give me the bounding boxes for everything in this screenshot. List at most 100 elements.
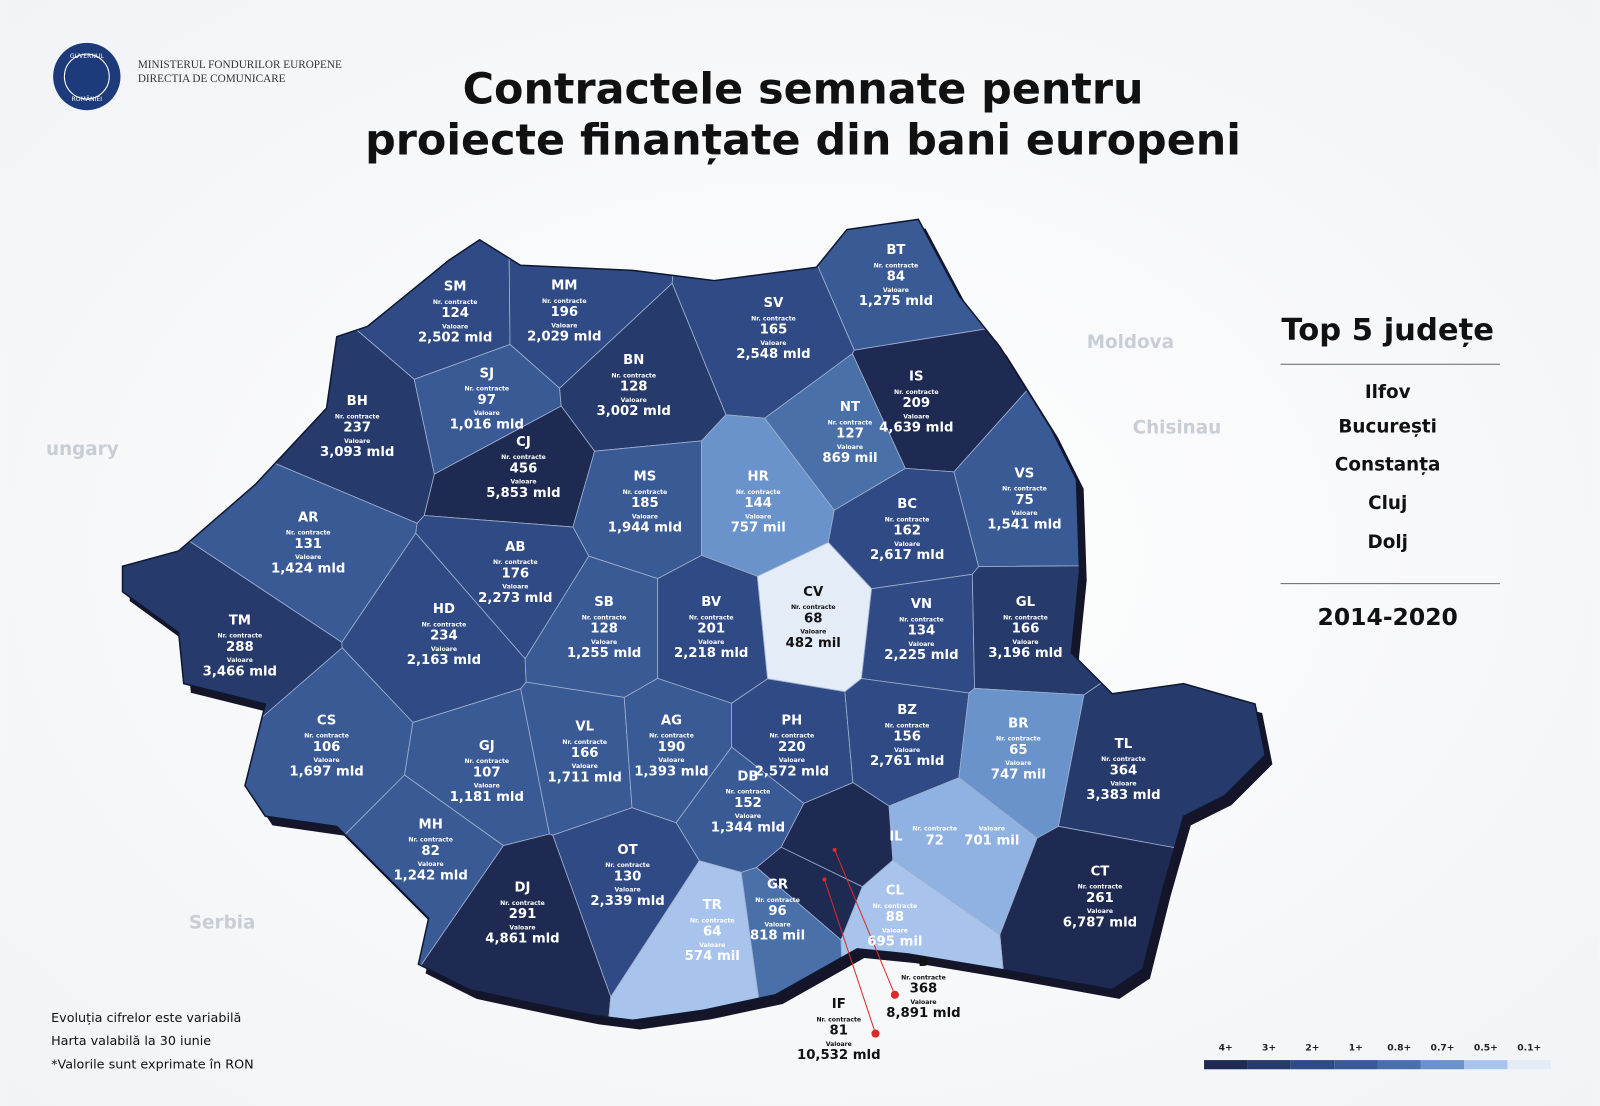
contracts: 128	[620, 380, 648, 395]
top5-item: Cluj	[1368, 493, 1407, 514]
contracts-label: Nr. contracte	[611, 372, 656, 379]
county-code: B	[918, 955, 928, 970]
county-code: BR	[1008, 716, 1028, 731]
contracts-label: Nr. contracte	[791, 604, 836, 611]
contracts: 81	[830, 1023, 848, 1038]
legend-label: 1+	[1349, 1042, 1363, 1053]
top5-item: Ilfov	[1365, 382, 1411, 403]
contracts: 364	[1110, 763, 1138, 778]
county-code: BH	[347, 394, 368, 409]
value-label: Valoare	[760, 340, 786, 347]
contracts: 107	[473, 765, 501, 780]
value-label: Valoare	[431, 646, 457, 653]
contracts-label: Nr. contracte	[901, 974, 946, 981]
legend-label: 0.1+	[1517, 1042, 1541, 1053]
county-code: OT	[617, 843, 637, 858]
title: proiecte finanțate din bani europeni	[365, 115, 1241, 165]
ministry: DIRECTIA DE COMUNICARE	[138, 73, 286, 85]
contracts: 368	[910, 982, 938, 997]
value-label: Valoare	[1110, 781, 1136, 788]
value: 2,218 mld	[674, 646, 748, 661]
value: 1,711 mld	[548, 770, 622, 785]
value-label: Valoare	[344, 438, 370, 445]
top5-item: București	[1338, 417, 1437, 438]
county-code: BC	[897, 497, 917, 512]
value: 4,639 mld	[879, 421, 953, 436]
county-code: VN	[911, 597, 932, 612]
contracts-label: Nr. contracte	[894, 389, 939, 396]
value-label: Valoare	[295, 554, 321, 561]
county-code: HR	[748, 469, 769, 484]
county-code: SB	[594, 595, 614, 610]
value: 1,344 mld	[711, 820, 785, 835]
pointer-line	[834, 849, 896, 995]
value: 3,196 mld	[988, 646, 1062, 661]
value-label: Valoare	[779, 757, 805, 764]
contracts: 65	[1009, 743, 1027, 758]
contracts: 134	[908, 624, 936, 639]
legend-label: 0.7+	[1431, 1042, 1455, 1053]
value: 757 mil	[731, 520, 786, 535]
top5-title: Top 5 județe	[1281, 313, 1494, 348]
contracts-label: Nr. contracte	[408, 837, 453, 844]
value: 5,853 mld	[486, 486, 560, 501]
contracts: 165	[760, 323, 788, 338]
value: 2,029 mld	[527, 330, 601, 345]
contracts: 124	[441, 306, 469, 321]
value: 1,697 mld	[289, 764, 363, 779]
contracts: 237	[343, 421, 371, 436]
contracts: 176	[502, 566, 530, 581]
value-label: Valoare	[418, 861, 444, 868]
county-code: CS	[317, 713, 337, 728]
contracts: 261	[1086, 891, 1114, 906]
value-label: Valoare	[658, 757, 684, 764]
county-code: DJ	[515, 881, 531, 896]
top5-item: Dolj	[1367, 532, 1407, 553]
value: 4,861 mld	[485, 932, 559, 947]
county-code: AG	[661, 713, 682, 728]
value-label: Valoare	[474, 410, 500, 417]
value: 1,275 mld	[859, 294, 933, 309]
value: 2,761 mld	[870, 754, 944, 769]
value: 10,532 mld	[797, 1048, 881, 1063]
pointer-dot	[832, 847, 837, 852]
value: 818 mil	[750, 929, 805, 944]
county-code: IS	[909, 369, 923, 384]
value-label: Valoare	[510, 479, 536, 486]
contracts-label: Nr. contracte	[690, 917, 735, 924]
contracts: 144	[744, 496, 772, 511]
contracts: 209	[902, 396, 930, 411]
title: Contractele semnate pentru	[463, 64, 1144, 114]
legend-swatch	[1334, 1060, 1378, 1070]
county-code: AR	[298, 510, 318, 525]
county-code: VS	[1015, 466, 1035, 481]
value: 3,383 mld	[1086, 788, 1160, 803]
legend-swatch	[1247, 1060, 1291, 1070]
legend-swatch	[1507, 1060, 1551, 1070]
contracts: 156	[893, 730, 921, 745]
contracts: 128	[590, 622, 618, 637]
contracts: 190	[658, 740, 686, 755]
contracts-label: Nr. contracte	[1003, 614, 1048, 621]
logo-text: GUVERNUL	[70, 53, 105, 60]
county-code: MS	[634, 469, 657, 484]
value-label: Valoare	[979, 825, 1005, 832]
value: 6,787 mld	[1063, 915, 1137, 930]
value: 1,424 mld	[271, 561, 345, 576]
county-code: NT	[840, 400, 860, 415]
value: 2,339 mld	[590, 894, 664, 909]
contracts-label: Nr. contracte	[885, 722, 930, 729]
contracts-label: Nr. contracte	[433, 299, 478, 306]
contracts-label: Nr. contracte	[899, 616, 944, 623]
value-label: Valoare	[910, 999, 936, 1006]
value: 1,181 mld	[450, 790, 524, 805]
value: 695 mil	[867, 935, 922, 950]
logo	[53, 42, 121, 111]
note: Harta valabilă la 30 iunie	[51, 1034, 211, 1049]
contracts-label: Nr. contracte	[689, 614, 734, 621]
legend-swatch	[1464, 1060, 1508, 1070]
contracts-label: Nr. contracte	[493, 559, 538, 566]
value-label: Valoare	[745, 513, 771, 520]
county-code: TM	[229, 613, 251, 628]
